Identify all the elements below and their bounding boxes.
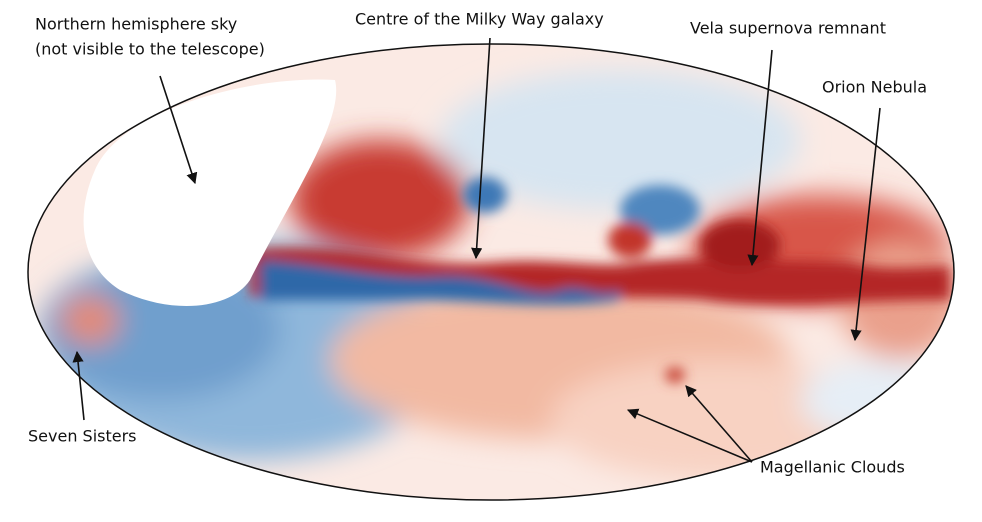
arrow bbox=[850, 107, 881, 342]
annotation-label: Vela supernova remnant bbox=[690, 19, 886, 38]
sky-outline bbox=[27, 43, 955, 501]
annotation-label: Seven Sisters bbox=[28, 427, 137, 446]
arrow bbox=[747, 49, 773, 267]
arrow bbox=[626, 408, 753, 463]
annotation-label: Orion Nebula bbox=[822, 78, 927, 97]
annotation-label: Centre of the Milky Way galaxy bbox=[355, 10, 604, 29]
arrow bbox=[159, 75, 198, 185]
arrow bbox=[685, 385, 753, 463]
annotation-label: (not visible to the telescope) bbox=[35, 40, 265, 59]
unobserved-region bbox=[83, 79, 337, 307]
annotation-label: Magellanic Clouds bbox=[760, 458, 905, 477]
annotations: Northern hemisphere sky (not visible to … bbox=[28, 10, 927, 477]
arrow bbox=[72, 350, 85, 421]
arrow bbox=[471, 37, 491, 260]
annotation-label: Northern hemisphere sky bbox=[35, 15, 237, 34]
